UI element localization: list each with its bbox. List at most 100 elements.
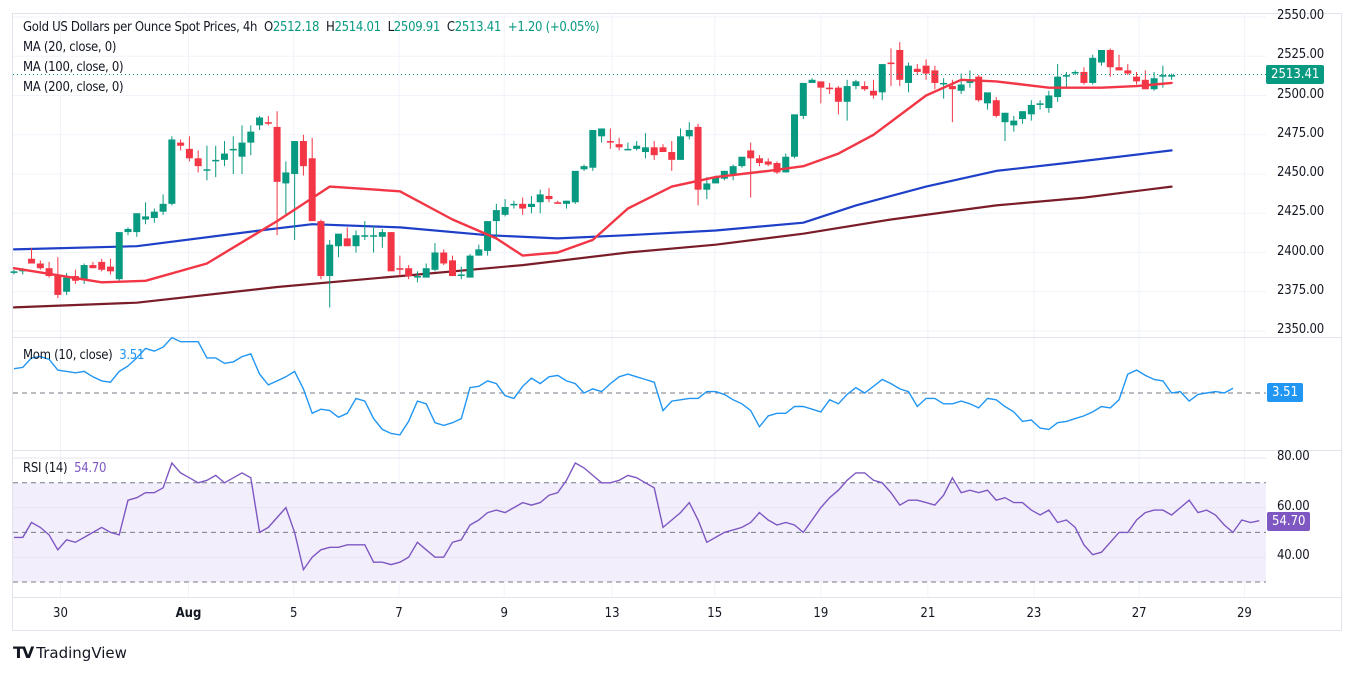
high-label: H — [325, 20, 335, 35]
rsi-tick-label: 80.00 — [1277, 449, 1310, 464]
candle — [659, 144, 667, 153]
chart-frame — [12, 13, 1342, 631]
candle — [545, 188, 553, 203]
candle-body — [370, 235, 378, 237]
time-tick-label: 15 — [707, 606, 723, 621]
candle — [922, 59, 930, 80]
low-label: L — [387, 20, 395, 35]
candle — [983, 92, 991, 110]
price-tick-label: 2525.00 — [1277, 47, 1324, 63]
ma20-legend[interactable]: MA (20, close, 0) — [23, 40, 117, 55]
candle-body — [869, 90, 877, 96]
candle-body — [554, 202, 562, 204]
candle — [685, 122, 693, 140]
candle-body — [878, 64, 886, 93]
candle-body — [1019, 111, 1027, 120]
candle — [256, 115, 264, 131]
ma200-legend[interactable]: MA (200, close, 0) — [23, 80, 124, 95]
candle-body — [922, 65, 930, 74]
candle-body — [334, 233, 342, 247]
candle — [194, 150, 202, 173]
candle-body — [1010, 120, 1018, 126]
candle — [615, 137, 623, 151]
candle-body — [782, 156, 790, 173]
change-value: +1.20 (+0.05%) — [507, 20, 600, 35]
candle-body — [615, 144, 623, 148]
candle — [834, 86, 842, 115]
candle — [387, 232, 395, 272]
price-tick-label: 2400.00 — [1277, 243, 1324, 259]
candle-body — [308, 158, 316, 222]
candle-body — [1036, 103, 1044, 105]
candle — [1054, 64, 1062, 102]
candle-body — [817, 81, 825, 88]
candle — [501, 199, 509, 217]
candle-body — [712, 177, 720, 184]
rsi-label: RSI (14) — [23, 461, 68, 476]
candle — [536, 189, 544, 214]
candle-body — [378, 232, 386, 237]
candle-body — [185, 148, 193, 159]
price-tick-label: 2450.00 — [1277, 165, 1324, 180]
candle-body — [720, 170, 728, 179]
rsi-line — [14, 461, 1260, 572]
candle-body — [396, 268, 404, 270]
mom-legend[interactable]: Mom (10, close) 3.51 — [23, 348, 144, 363]
candle — [1071, 70, 1079, 76]
candle — [317, 219, 325, 280]
candle-body — [247, 131, 255, 143]
candle — [273, 111, 281, 236]
candle — [457, 266, 465, 280]
last-price-badge: 2513.41 — [1266, 65, 1325, 84]
candle — [624, 142, 632, 151]
candle — [1045, 90, 1053, 113]
candle — [563, 200, 571, 209]
candle-body — [413, 276, 421, 278]
candle-body — [457, 274, 465, 276]
candle-body — [194, 158, 202, 167]
candle — [98, 258, 106, 272]
candle-body — [580, 166, 588, 170]
candle-body — [449, 260, 456, 277]
rsi-tick-label: 60.00 — [1277, 498, 1310, 514]
candle-body — [729, 166, 737, 174]
time-tick-label: 9 — [500, 606, 508, 621]
candle — [124, 227, 132, 236]
candle — [431, 243, 439, 272]
candle — [1168, 73, 1176, 80]
candle-body — [589, 130, 597, 168]
candle — [308, 137, 316, 222]
rsi-legend[interactable]: RSI (14) 54.70 — [23, 461, 106, 476]
candle-body — [598, 128, 606, 137]
candle — [115, 232, 123, 281]
candle-body — [808, 79, 816, 83]
candle — [633, 141, 641, 151]
high-value: 2514.01 — [334, 20, 381, 35]
candle — [203, 145, 211, 181]
candle — [852, 79, 860, 90]
candle — [440, 249, 448, 266]
candle-body — [475, 249, 483, 256]
close-label: C — [446, 20, 455, 35]
candle — [606, 128, 614, 149]
candle-body — [992, 100, 1000, 116]
price-tick-label: 2475.00 — [1277, 125, 1324, 141]
rsi-tick-label: 40.00 — [1277, 548, 1310, 564]
time-tick-label: 13 — [604, 606, 620, 621]
candle — [554, 200, 562, 204]
candle-body — [466, 255, 474, 278]
candle-body — [229, 148, 237, 151]
candle — [861, 81, 869, 91]
candle-body — [10, 271, 18, 273]
candle-body — [238, 142, 246, 157]
candle — [343, 227, 351, 247]
symbol-title: Gold US Dollars per Ounce Spot Prices, 4… — [23, 20, 258, 35]
ma100-legend[interactable]: MA (100, close, 0) — [23, 60, 124, 75]
candle-body — [220, 153, 228, 160]
tradingview-brand[interactable]: TV TradingView — [13, 643, 127, 662]
candle-body — [264, 122, 272, 124]
candle — [650, 141, 658, 160]
candle-body — [54, 276, 62, 295]
candle-body — [89, 265, 97, 269]
